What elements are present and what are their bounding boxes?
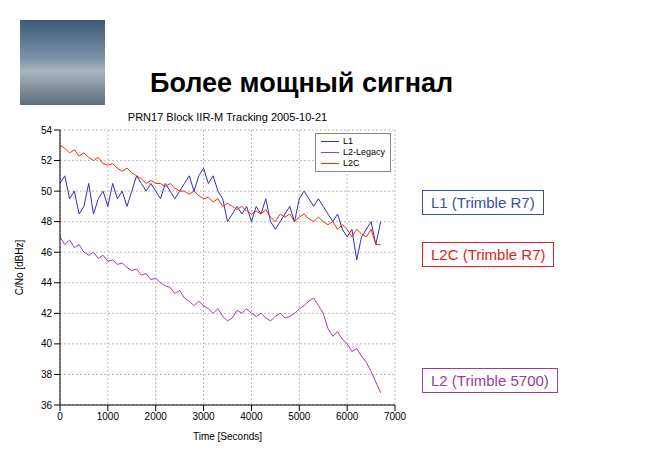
svg-text:36: 36 (41, 400, 53, 411)
html-text:L2C: L2C (343, 158, 360, 168)
svg-text:48: 48 (41, 216, 53, 227)
html-text:L1 (Trimble R7): L1 (Trimble R7) (431, 194, 535, 211)
svg-text:5000: 5000 (288, 411, 311, 422)
svg-text:44: 44 (41, 277, 53, 288)
svg-text:46: 46 (41, 247, 53, 258)
html-text:L1: L1 (343, 136, 353, 146)
svg-text:3000: 3000 (192, 411, 215, 422)
svg-text:2000: 2000 (145, 411, 168, 422)
svg-text:50: 50 (41, 186, 53, 197)
html-text:Более мощный сигнал: Более мощный сигнал (150, 68, 454, 98)
html-text:L2C (Trimble R7): L2C (Trimble R7) (431, 246, 546, 263)
svg-text:42: 42 (41, 308, 53, 319)
svg-text:40: 40 (41, 338, 53, 349)
svg-text:52: 52 (41, 155, 53, 166)
svg-text:7000: 7000 (384, 411, 407, 422)
svg-text:1000: 1000 (97, 411, 120, 422)
html-text:L2 (Trimble 5700): L2 (Trimble 5700) (431, 372, 549, 389)
svg-text:C/No [dBHz]: C/No [dBHz] (14, 239, 25, 295)
svg-text:Time [Seconds]: Time [Seconds] (193, 431, 262, 442)
svg-text:0: 0 (57, 411, 63, 422)
html-text:L2-Legacy: L2-Legacy (343, 147, 385, 157)
svg-text:54: 54 (41, 125, 53, 136)
svg-text:4000: 4000 (240, 411, 263, 422)
svg-text:38: 38 (41, 369, 53, 380)
svg-text:6000: 6000 (336, 411, 359, 422)
html-text:PRN17 Block IIR-M Tracking 200: PRN17 Block IIR-M Tracking 2005-10-21 (127, 111, 328, 123)
